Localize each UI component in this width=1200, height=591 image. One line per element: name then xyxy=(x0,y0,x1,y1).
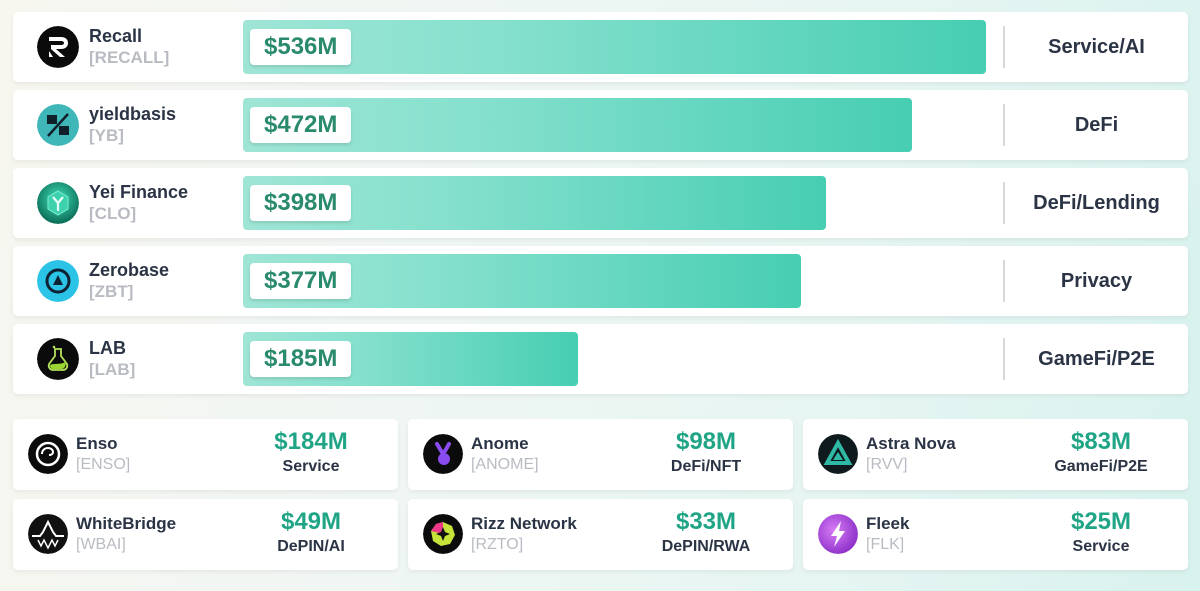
project-name: LAB xyxy=(89,338,126,358)
divider xyxy=(1003,260,1005,302)
project-ticker: [ANOME] xyxy=(471,456,539,473)
bar-yei-finance: $398M xyxy=(243,176,826,230)
card-value: $25M xyxy=(1070,508,1132,535)
bar-recall: $536M xyxy=(243,20,986,74)
anome-logo-icon xyxy=(423,434,463,474)
whitebridge-logo-icon xyxy=(28,514,68,554)
card-astra-nova: Astra Nova [RVV] $83M GameFi/P2E xyxy=(803,419,1188,490)
project-name: Recall xyxy=(89,26,143,46)
enso-logo-icon xyxy=(28,434,68,474)
project-name: Enso xyxy=(76,434,118,453)
card-enso: Enso [ENSO] $184M Service xyxy=(13,419,398,490)
zerobase-logo-icon xyxy=(37,260,79,302)
bar-row-yei-finance: Yei Finance [CLO] $398M DeFi/Lending xyxy=(13,168,1188,238)
card-fleek: Fleek [FLK] $25M Service xyxy=(803,499,1188,570)
project-name: Yei Finance xyxy=(89,182,189,202)
card-category: DePIN/AI xyxy=(277,538,345,555)
project-ticker: [RVV] xyxy=(866,456,908,473)
card-category: DeFi/NFT xyxy=(670,458,742,475)
card-value: $83M xyxy=(1070,428,1132,455)
card-category: DePIN/RWA xyxy=(661,538,751,555)
project-ticker: [LAB] xyxy=(89,360,136,379)
bar-row-recall: Recall [RECALL] $536M Service/AI xyxy=(13,12,1188,82)
project-ticker: [YB] xyxy=(89,126,124,145)
category-label: GameFi/P2E xyxy=(1038,347,1155,370)
project-ticker: [CLO] xyxy=(89,204,137,223)
category-label: Service/AI xyxy=(1048,35,1145,58)
project-name: Rizz Network xyxy=(471,514,577,533)
project-ticker: [ENSO] xyxy=(76,456,131,473)
bar-value-label: $536M xyxy=(250,29,352,65)
bar-row-yieldbasis: yieldbasis [YB] $472M DeFi xyxy=(13,90,1188,160)
bar-value-label: $398M xyxy=(250,185,352,221)
project-ticker: [WBAI] xyxy=(76,536,126,553)
card-value: $33M xyxy=(675,508,737,535)
category-label: Privacy xyxy=(1060,269,1133,292)
card-value: $184M xyxy=(274,428,348,455)
yieldbasis-logo-icon xyxy=(37,104,79,146)
project-ticker: [FLK] xyxy=(866,536,905,553)
project-name: Zerobase xyxy=(89,260,170,280)
bar-value-label: $377M xyxy=(250,263,352,299)
project-ticker: [RZTO] xyxy=(471,536,524,553)
card-category: GameFi/P2E xyxy=(1054,458,1148,475)
astra-nova-logo-icon xyxy=(818,434,858,474)
divider xyxy=(1003,182,1005,224)
bar-lab: $185M xyxy=(243,332,579,386)
card-value: $98M xyxy=(675,428,737,455)
category-label: DeFi/Lending xyxy=(1033,191,1160,214)
project-name: yieldbasis xyxy=(89,104,177,124)
project-name: WhiteBridge xyxy=(76,514,177,533)
category-label: DeFi xyxy=(1074,113,1119,136)
project-name: Astra Nova xyxy=(866,434,956,453)
bar-row-lab: LAB [LAB] $185M GameFi/P2E xyxy=(13,324,1188,394)
recall-logo-icon xyxy=(37,26,79,68)
bar-zerobase: $377M xyxy=(243,254,802,308)
top-projects-bar-chart: Recall [RECALL] $536M Service/AI yieldba… xyxy=(13,12,1188,402)
card-whitebridge: WhiteBridge [WBAI] $49M DePIN/AI xyxy=(13,499,398,570)
divider xyxy=(1003,104,1005,146)
project-name: Fleek xyxy=(866,514,910,533)
yei-finance-logo-icon xyxy=(37,182,79,224)
card-category: Service xyxy=(1072,538,1130,555)
project-name: Anome xyxy=(471,434,529,453)
project-ticker: [RECALL] xyxy=(89,48,170,67)
lab-logo-icon xyxy=(37,338,79,380)
bar-row-zerobase: Zerobase [ZBT] $377M Privacy xyxy=(13,246,1188,316)
bar-value-label: $185M xyxy=(250,341,352,377)
rizz-network-logo-icon xyxy=(423,514,463,554)
divider xyxy=(1003,26,1005,68)
card-anome: Anome [ANOME] $98M DeFi/NFT xyxy=(408,419,793,490)
bar-yieldbasis: $472M xyxy=(243,98,912,152)
project-ticker: [ZBT] xyxy=(89,282,134,301)
fleek-logo-icon xyxy=(818,514,858,554)
divider xyxy=(1003,338,1005,380)
bar-value-label: $472M xyxy=(250,107,352,143)
card-rizz-network: Rizz Network [RZTO] $33M DePIN/RWA xyxy=(408,499,793,570)
card-category: Service xyxy=(282,458,340,475)
card-value: $49M xyxy=(280,508,342,535)
